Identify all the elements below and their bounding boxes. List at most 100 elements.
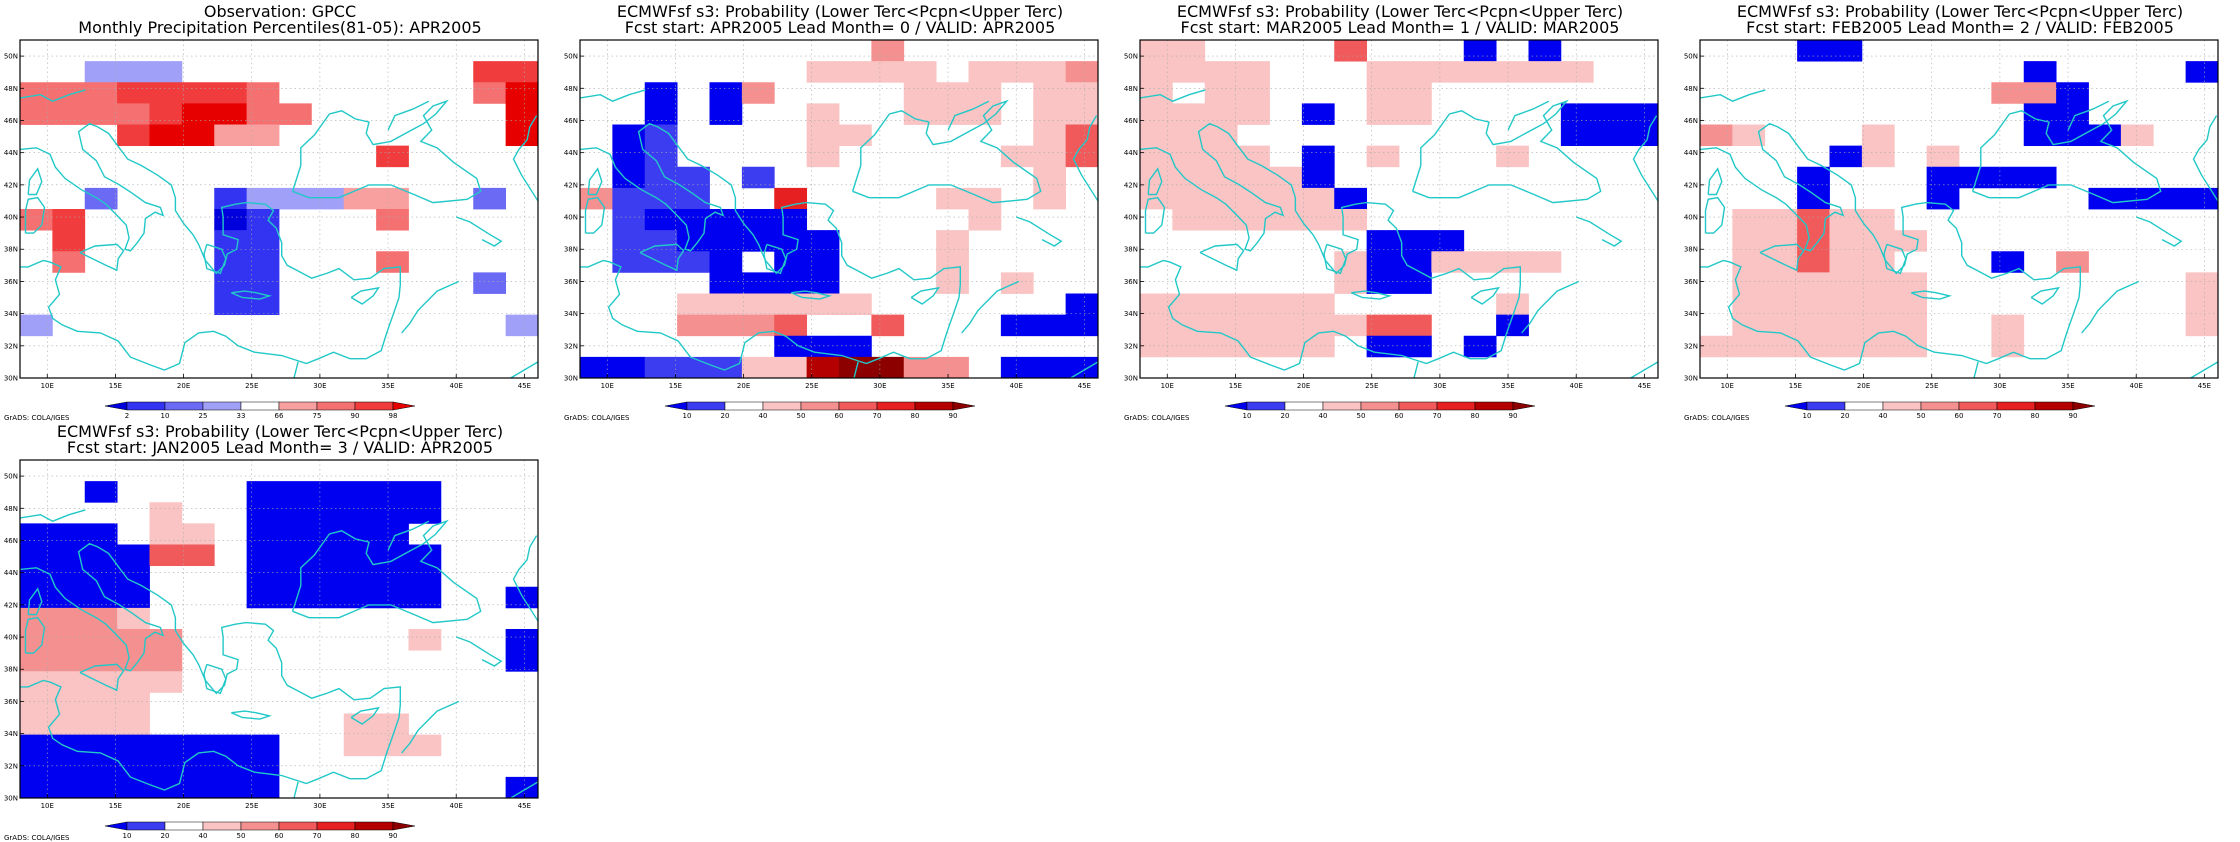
- grid-cell: [117, 755, 150, 778]
- colorbar-swatch: [316, 401, 356, 411]
- grid-cell: [376, 565, 409, 588]
- grid-cell: [1000, 272, 1034, 294]
- grid-cell: [1829, 40, 1863, 62]
- colorbar-label: 10: [1243, 412, 1252, 420]
- grid-cell: [20, 103, 53, 125]
- y-tick-label: 34N: [1124, 310, 1138, 318]
- grid-cell: [1732, 124, 1766, 147]
- grid-cell: [84, 481, 118, 503]
- grid-cell: [1140, 314, 1173, 337]
- grid-cell: [1894, 230, 1928, 252]
- x-tick-label: 20E: [1297, 382, 1310, 390]
- grid-cell: [84, 776, 118, 798]
- grid-cell: [52, 103, 86, 125]
- grid-cell: [181, 523, 215, 545]
- grid-cell: [644, 82, 678, 104]
- colorbar-swatch: [1398, 401, 1438, 411]
- y-tick-label: 42N: [1684, 181, 1698, 189]
- colorbar-swatch: [202, 401, 242, 411]
- grid-cell: [117, 671, 150, 693]
- y-tick-label: 40N: [4, 214, 18, 222]
- grid-cell: [644, 356, 678, 378]
- colorbar-label: 60: [835, 412, 844, 420]
- grid-cell: [1496, 293, 1529, 316]
- coastlines: [1140, 89, 1658, 378]
- grid-cell: [52, 692, 86, 714]
- grid-cell: [709, 230, 743, 252]
- colorbar: 10 20 40 50 60 70 80 90: [1784, 401, 2096, 420]
- grid-cell: [117, 565, 150, 588]
- grid-cell: [1829, 209, 1863, 231]
- grid-cell: [644, 251, 678, 273]
- grid-cell: [1463, 251, 1497, 273]
- grid-cell: [1991, 335, 2025, 358]
- colorbar-label: 60: [275, 832, 284, 840]
- colorbar-swatch: [876, 401, 916, 411]
- map-frame: [579, 39, 1099, 379]
- x-tick-label: 25E: [805, 382, 818, 390]
- grid-cell: [1140, 82, 1173, 104]
- grid-cell: [1000, 61, 1034, 83]
- colorbar-swatch: [126, 401, 166, 411]
- grid-cell: [1140, 166, 1173, 189]
- grid-cell: [1334, 251, 1368, 273]
- grid-cell: [1366, 251, 1400, 273]
- colorbar: 10 20 40 50 60 70 80 90: [664, 401, 976, 420]
- grid-cell: [376, 586, 409, 609]
- grid-cell: [246, 230, 280, 252]
- grid-cell: [20, 776, 53, 798]
- grid-cell: [52, 776, 86, 798]
- x-tick-label: 20E: [1857, 382, 1870, 390]
- colorbar-swatch: [104, 401, 128, 411]
- grid-cell: [343, 187, 377, 210]
- colorbar-label: 98: [389, 412, 398, 420]
- colorbar-swatch: [1246, 401, 1286, 411]
- map-figure: 10E 15E 20E 25E 30E 35E 40E 45E 30N 32N 34N 36N 38N 4…: [1124, 39, 1659, 420]
- grid-cell: [1237, 314, 1270, 337]
- grid-cell: [376, 481, 409, 503]
- grid-cell: [1593, 103, 1627, 125]
- grid-cell: [20, 713, 53, 736]
- colorbar-swatch: [392, 401, 416, 411]
- grid-cell: [84, 671, 118, 693]
- grid-cell: [1496, 145, 1529, 168]
- x-tick-label: 35E: [1501, 382, 1514, 390]
- grid-cell: [343, 502, 377, 524]
- grid-cell: [52, 544, 86, 567]
- credit-label: GrADS: COLA/IGES: [564, 414, 630, 422]
- colorbar-label: 50: [1917, 412, 1926, 420]
- y-tick-label: 30N: [4, 795, 18, 803]
- colorbar-swatch: [202, 821, 242, 831]
- y-tick-label: 36N: [4, 698, 18, 706]
- grid-cell: [1894, 314, 1928, 337]
- x-tick-label: 30E: [1433, 382, 1446, 390]
- grid-cell: [246, 187, 280, 210]
- grid-cell: [246, 272, 280, 294]
- colorbar-swatch: [1806, 401, 1846, 411]
- credit-label: GrADS: COLA/IGES: [4, 414, 70, 422]
- grid-cell: [1399, 335, 1432, 358]
- grid-cell: [741, 230, 775, 252]
- colorbar-swatch: [1284, 401, 1324, 411]
- grid-cell: [214, 755, 248, 778]
- grid-cell: [1269, 209, 1303, 231]
- panel-subtitle: Fcst start: JAN2005 Lead Month= 3 / VALI…: [66, 438, 494, 457]
- grid-cell: [1991, 251, 2025, 273]
- grid-cell: [149, 755, 183, 778]
- grid-cell: [1204, 103, 1238, 125]
- grid-cell: [1926, 166, 1960, 189]
- y-tick-label: 34N: [564, 310, 578, 318]
- colorbar-swatch: [240, 821, 280, 831]
- colorbar: 10 20 40 50 60 70 80 90: [104, 821, 416, 840]
- grid-cell: [1000, 314, 1034, 337]
- grid-cell: [1033, 314, 1067, 337]
- grid-cell: [84, 607, 118, 630]
- colorbar-swatch: [1512, 401, 1536, 411]
- grid-cell: [149, 776, 183, 798]
- map-figure: 10E 15E 20E 25E 30E 35E 40E 45E 30N 32N 34N 36N 38N 4…: [4, 39, 539, 420]
- colorbar-label: 70: [313, 832, 322, 840]
- panel-subtitle: Fcst start: MAR2005 Lead Month= 1 / VALI…: [1180, 18, 1620, 37]
- x-tick-label: 25E: [1365, 382, 1378, 390]
- grid-cell: [376, 209, 409, 231]
- y-tick-label: 48N: [564, 85, 578, 93]
